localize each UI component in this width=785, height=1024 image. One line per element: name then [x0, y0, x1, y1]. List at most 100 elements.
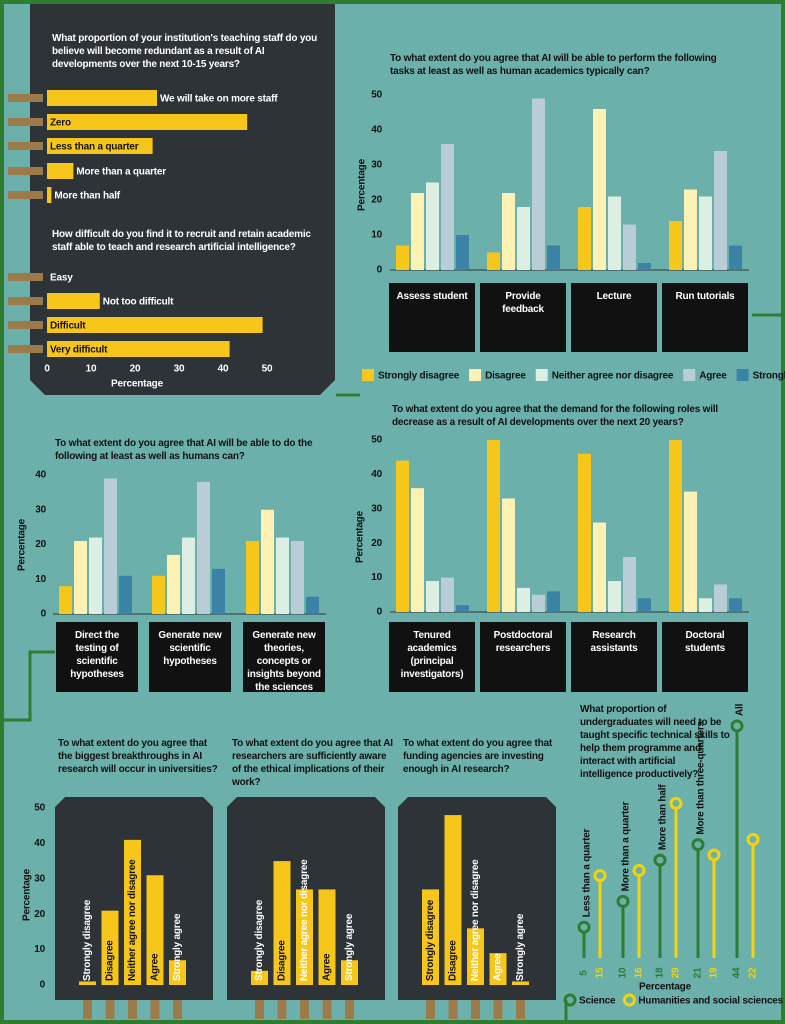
chart-title: What proportion of undergraduates will n…	[580, 704, 730, 780]
bar	[547, 591, 560, 612]
bar	[578, 207, 591, 270]
leg	[448, 995, 458, 1019]
y-tick-label: 0	[41, 609, 47, 620]
x-axis-label: Percentage	[639, 982, 692, 993]
value-label: 19	[709, 967, 720, 978]
stub	[8, 94, 43, 102]
bar	[426, 182, 439, 270]
category-box: Tenured academics (principal investigato…	[389, 622, 475, 692]
chart-title: How difficult do you find it to recruit …	[52, 229, 311, 253]
bar	[197, 481, 210, 614]
bar	[59, 586, 72, 614]
category-label: More than a quarter	[621, 802, 632, 892]
y-tick-label: 10	[35, 574, 46, 585]
stub	[8, 191, 43, 199]
y-tick-label: 0	[377, 265, 383, 276]
y-tick-label: 20	[35, 539, 46, 550]
value-label: 29	[671, 967, 682, 978]
bar	[532, 594, 545, 612]
y-tick-label: 10	[34, 944, 45, 955]
leg	[493, 995, 503, 1019]
chart-title: What proportion of your institution's te…	[52, 33, 318, 70]
bar	[396, 460, 409, 612]
bar-label: Zero	[50, 118, 71, 129]
bar	[89, 537, 102, 614]
bar-label: Agree	[493, 953, 504, 981]
category-box: Direct the testing of scientific hypothe…	[56, 622, 138, 692]
bar	[593, 522, 606, 612]
bar	[669, 440, 682, 612]
bar-label: Neither agree nor disagree	[470, 859, 481, 981]
bar	[699, 196, 712, 270]
y-tick-label: 50	[371, 435, 382, 446]
chart-title: To what extent do you agree that AI will…	[390, 53, 717, 77]
leg	[83, 995, 92, 1019]
leg	[150, 995, 160, 1019]
legend-swatch	[469, 369, 482, 381]
category-box: Provide feedback	[480, 283, 566, 352]
value-label: 44	[732, 967, 743, 978]
value-label: 15	[595, 967, 606, 978]
bar-label: Strongly agree	[172, 913, 183, 981]
y-tick-label: 40	[35, 470, 46, 481]
legend-label: Science	[579, 996, 616, 1007]
bar-label: More than a quarter	[76, 167, 166, 178]
bar	[167, 554, 180, 614]
bar	[318, 889, 336, 985]
bar	[512, 981, 529, 985]
stub	[8, 345, 43, 353]
bar	[714, 151, 727, 270]
category-box: Doctoral students	[662, 622, 748, 692]
bar-label: Strongly agree	[344, 913, 355, 981]
y-tick-label: 20	[34, 909, 45, 920]
y-tick-label: 40	[371, 125, 382, 136]
bar-label: Strongly disagree	[82, 899, 93, 981]
bar	[291, 541, 304, 614]
y-tick-label: 30	[34, 873, 45, 884]
legend-marker	[563, 993, 577, 1007]
category-box: Generate new theories, concepts or insig…	[243, 622, 325, 693]
bar	[422, 889, 439, 985]
dot	[669, 796, 683, 810]
bar	[502, 193, 515, 270]
dot	[746, 832, 760, 846]
stub	[8, 273, 43, 281]
bar	[638, 598, 651, 612]
bar	[306, 596, 319, 614]
bar-label: Neither agree nor disagree	[127, 859, 138, 981]
bar-label: Very difficult	[50, 345, 108, 356]
value-label: 18	[655, 967, 666, 978]
bar	[444, 815, 462, 985]
bar	[578, 453, 591, 612]
bar	[146, 875, 164, 985]
legend-swatch	[535, 369, 548, 381]
bar	[714, 584, 727, 612]
bar	[684, 491, 697, 612]
legend-swatch	[683, 369, 696, 381]
bar-label: Strongly agree	[515, 913, 526, 981]
chart-title: To what extent do you agree that the big…	[58, 738, 218, 775]
bar	[47, 341, 230, 357]
y-tick-label: 0	[377, 607, 383, 618]
bar	[74, 541, 87, 614]
bar	[547, 245, 560, 270]
bar	[487, 252, 500, 270]
bar	[623, 224, 636, 270]
legend-label: Disagree	[485, 371, 526, 382]
x-tick-label: 50	[262, 364, 273, 375]
legend-label: Strongly disagree	[378, 371, 460, 382]
bar-label: We will take on more staff	[160, 94, 278, 105]
bar	[532, 98, 545, 270]
x-tick-label: 30	[174, 364, 185, 375]
bar-label: Less than a quarter	[50, 142, 139, 153]
category-label: All	[735, 703, 746, 716]
chart-title: To what extent do you agree that funding…	[403, 738, 552, 775]
bar	[608, 196, 621, 270]
leg	[105, 995, 115, 1019]
category-label: Less than a quarter	[582, 828, 593, 917]
bar-label: Strongly disagree	[425, 899, 436, 981]
bar	[467, 928, 484, 985]
bar	[502, 498, 515, 612]
bar	[47, 293, 100, 309]
leg	[426, 995, 435, 1019]
